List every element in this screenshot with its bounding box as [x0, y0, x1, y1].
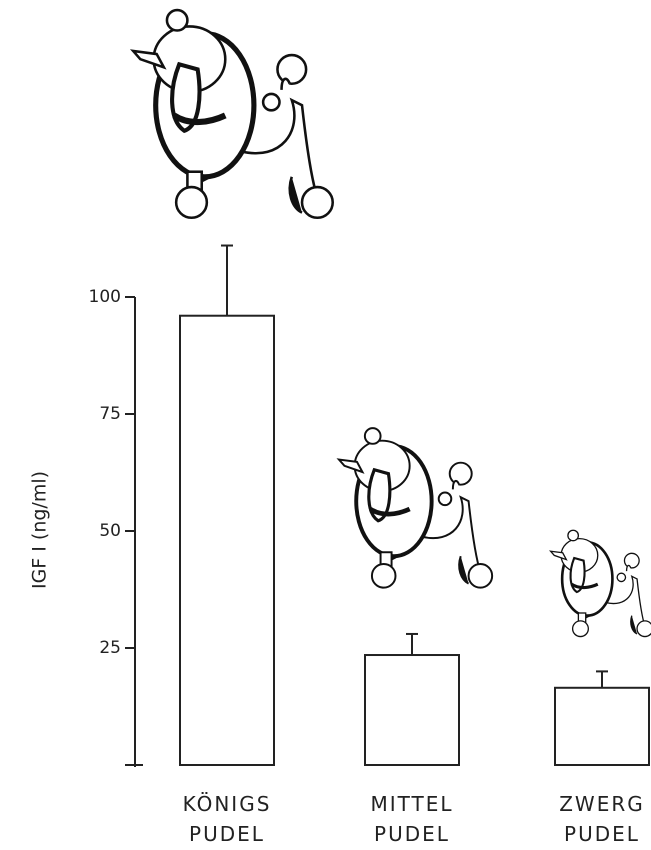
bar — [180, 316, 274, 765]
y-tick-label: 75 — [99, 404, 121, 424]
bar — [365, 655, 459, 765]
y-tick-label: 100 — [89, 287, 121, 307]
bar — [555, 688, 649, 765]
poodle-illustration — [133, 10, 333, 218]
chart: IGF I (ng/ml) 25 50 75 100 KÖNIGSPUDEL MITTEL… — [0, 0, 651, 850]
y-tick-label: 50 — [99, 521, 121, 541]
y-axis-label: IGF I (ng/ml) — [29, 471, 51, 589]
poodle-illustration — [551, 530, 651, 636]
poodle-illustration — [339, 428, 492, 588]
y-tick-label: 25 — [99, 638, 121, 658]
